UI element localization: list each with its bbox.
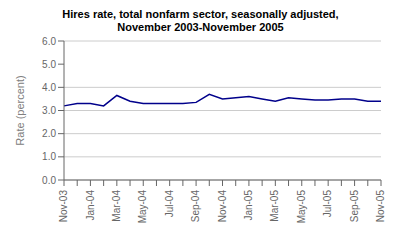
html-text:Hires rate, total nonfarm sect: Hires rate, total nonfarm sector, season… <box>62 8 339 20</box>
svg-text:Mar-04: Mar-04 <box>111 190 122 222</box>
svg-text:Sep-05: Sep-05 <box>349 190 360 223</box>
svg-text:Mar-05: Mar-05 <box>269 190 280 222</box>
svg-text:0.0: 0.0 <box>42 175 56 186</box>
svg-text:Sep-04: Sep-04 <box>190 190 201 223</box>
svg-text:6.0: 6.0 <box>42 36 56 47</box>
svg-text:Rate (percent): Rate (percent) <box>14 75 26 145</box>
svg-text:Nov-04: Nov-04 <box>217 190 228 223</box>
svg-text:May-04: May-04 <box>137 190 148 224</box>
svg-text:Jul-04: Jul-04 <box>164 190 175 218</box>
svg-text:Nov-05: Nov-05 <box>375 190 386 223</box>
svg-text:2.0: 2.0 <box>42 128 56 139</box>
svg-text:1.0: 1.0 <box>42 151 56 162</box>
svg-text:Nov-03: Nov-03 <box>58 190 69 223</box>
html-text:November 2003-November 2005: November 2003-November 2005 <box>117 21 284 33</box>
svg-text:May-05: May-05 <box>296 190 307 224</box>
svg-text:3.0: 3.0 <box>42 105 56 116</box>
svg-text:4.0: 4.0 <box>42 82 56 93</box>
svg-text:Jan-05: Jan-05 <box>243 190 254 221</box>
svg-text:5.0: 5.0 <box>42 59 56 70</box>
svg-text:Jan-04: Jan-04 <box>85 190 96 221</box>
svg-text:Jul-05: Jul-05 <box>322 190 333 218</box>
